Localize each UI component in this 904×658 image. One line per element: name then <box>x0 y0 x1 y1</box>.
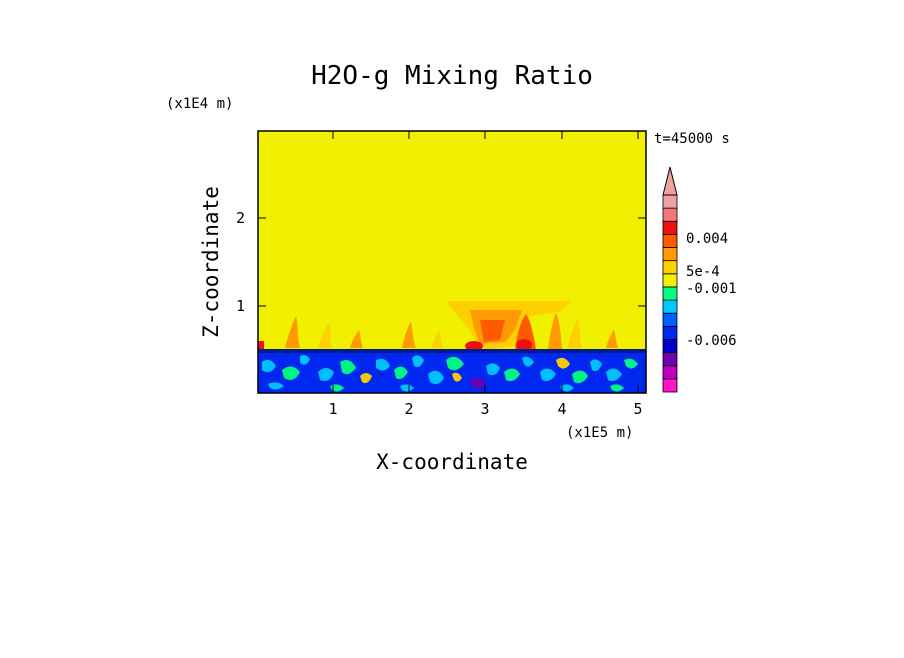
red-blob-left <box>258 341 264 349</box>
z-scale-note: (x1E4 m) <box>166 96 233 112</box>
colorbar-segment <box>662 273 678 288</box>
colorbar-segment <box>662 312 678 327</box>
colorbar-segment <box>662 365 678 380</box>
plume-2 <box>318 322 332 348</box>
colorbar-label-2: -0.001 <box>686 281 737 297</box>
red-blob-center <box>465 341 483 351</box>
x-tick-4: 4 <box>557 400 566 418</box>
colorbar-segment <box>662 194 678 209</box>
x-tick-1: 1 <box>328 400 337 418</box>
colorbar-label-1: 5e-4 <box>686 264 720 280</box>
time-label: t=45000 s <box>654 131 730 147</box>
colorbar-segment <box>662 299 678 314</box>
plumes <box>258 301 618 352</box>
x-tick-3: 3 <box>480 400 489 418</box>
colorbar <box>662 194 678 393</box>
anvil-inner <box>480 320 505 342</box>
colorbar-segment <box>662 220 678 235</box>
plume-1 <box>285 316 300 348</box>
colorbar-segment <box>662 352 678 367</box>
x-scale-note: (x1E5 m) <box>566 425 633 441</box>
plume-4 <box>402 322 416 348</box>
boundary-layer <box>258 349 646 393</box>
plume-9 <box>606 330 618 348</box>
colorbar-segment <box>662 260 678 275</box>
z-axis-label: Z-coordinate <box>199 186 223 338</box>
colorbar-segment <box>662 247 678 262</box>
colorbar-segment <box>662 286 678 301</box>
chart-title: H2O-g Mixing Ratio <box>311 61 593 91</box>
x-tick-5: 5 <box>633 400 642 418</box>
z-axis: 1 2 <box>236 209 646 315</box>
plot-frame <box>257 130 647 394</box>
colorbar-segment <box>662 233 678 248</box>
colorbar-segment <box>662 339 678 354</box>
plot-area <box>258 131 646 393</box>
plume-7 <box>548 313 562 350</box>
plume-5 <box>432 330 443 348</box>
colorbar-segment <box>662 207 678 222</box>
z-tick-1: 1 <box>236 297 245 315</box>
x-axis: 1 2 3 4 5 <box>328 131 643 418</box>
x-tick-2: 2 <box>404 400 413 418</box>
plume-8 <box>568 318 582 348</box>
colorbar-label-0: 0.004 <box>686 231 728 247</box>
colorbar-extend-arrow <box>662 166 678 196</box>
colorbar-label-3: -0.006 <box>686 333 737 349</box>
x-axis-label: X-coordinate <box>376 450 528 474</box>
colorbar-segment <box>662 378 678 393</box>
plume-3 <box>350 330 363 348</box>
turbulent-eddies <box>262 355 638 392</box>
red-blob-right <box>516 339 532 351</box>
colorbar-segment <box>662 325 678 340</box>
z-tick-2: 2 <box>236 209 245 227</box>
